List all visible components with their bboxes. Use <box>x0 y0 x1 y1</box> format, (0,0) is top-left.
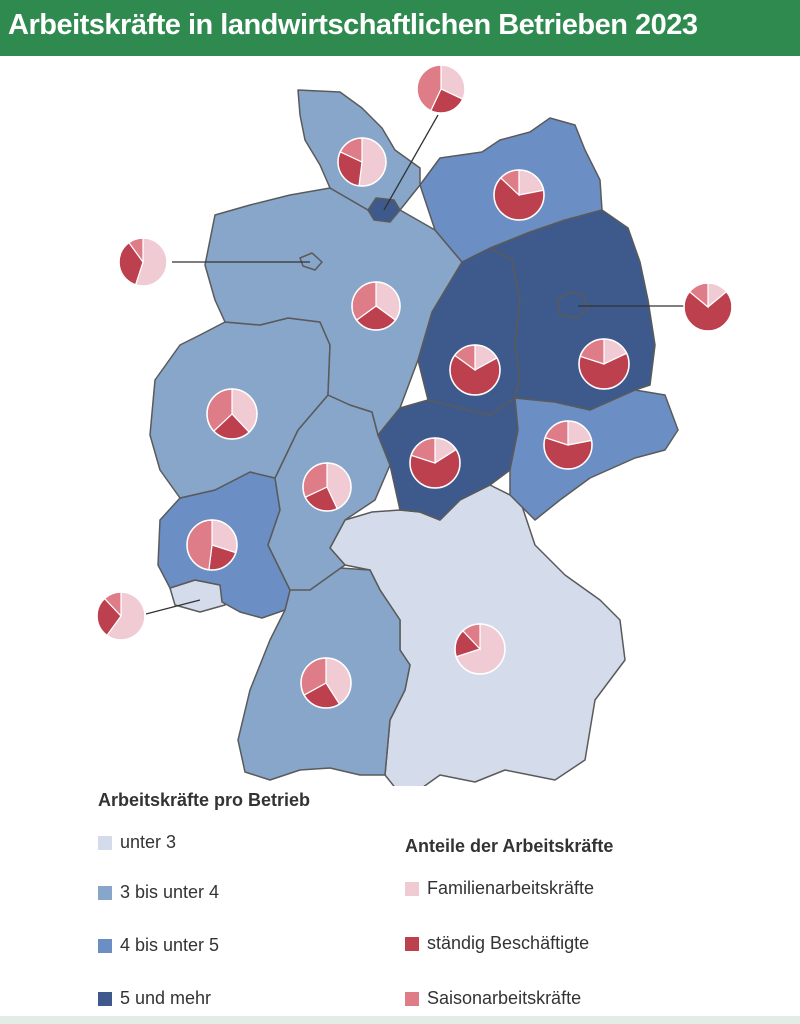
pie-outline-hessen <box>302 462 352 512</box>
legend-label: Familienarbeitskräfte <box>427 878 595 898</box>
leader-line-hamburg <box>383 114 439 211</box>
legend-classes-title: Arbeitskräfte pro Betrieb <box>98 790 311 810</box>
pie-outline-thueringen <box>409 437 461 489</box>
pie-berlin <box>683 282 733 332</box>
pie-mecklenburg-vorpommern <box>493 169 545 221</box>
pie-sachsen <box>543 420 593 470</box>
region-bremen <box>299 252 323 271</box>
pie-niedersachsen <box>351 281 401 331</box>
region-niedersachsen <box>204 187 463 436</box>
pie-thueringen <box>409 437 461 489</box>
germany-map <box>96 64 733 786</box>
pie-outline-sachsen-anhalt <box>449 344 501 396</box>
title-bar: Arbeitskräfte in landwirtschaftlichen Be… <box>0 0 800 56</box>
pie-sachsen-anhalt <box>449 344 501 396</box>
bottom-strip <box>0 1016 800 1024</box>
legend-label: 3 bis unter 4 <box>120 882 220 902</box>
pie-outline-sachsen <box>543 420 593 470</box>
pie-baden-wuerttemberg <box>300 657 352 709</box>
pie-outline-brandenburg <box>578 338 630 390</box>
pie-schleswig-holstein <box>337 137 387 187</box>
legend-shares-title: Anteile der Arbeitskräfte <box>405 836 614 856</box>
legend-label: unter 3 <box>120 832 177 852</box>
legend-label: 4 bis unter 5 <box>120 935 220 955</box>
page-title: Arbeitskräfte in landwirtschaftlichen Be… <box>8 9 698 41</box>
pie-brandenburg <box>578 338 630 390</box>
legend-swatch <box>98 939 112 953</box>
legend-swatch <box>98 886 112 900</box>
legend-swatch <box>405 992 419 1006</box>
leader-line-saarland <box>145 599 201 615</box>
pie-bayern <box>454 623 506 675</box>
pie-rheinland-pfalz <box>186 519 238 571</box>
pie-outline-nordrhein-westfalen <box>206 388 258 440</box>
pie-saarland <box>96 591 146 641</box>
pie-outline-mecklenburg-vorpommern <box>493 169 545 221</box>
pie-nordrhein-westfalen <box>206 388 258 440</box>
region-berlin <box>556 291 589 319</box>
pie-outline-saarland <box>96 591 146 641</box>
legend-label: Saisonarbeitskräfte <box>427 988 582 1008</box>
pie-outline-bayern <box>454 623 506 675</box>
pie-outline-berlin <box>683 282 733 332</box>
legend-label: ständig Beschäftigte <box>427 933 590 953</box>
pie-outline-niedersachsen <box>351 281 401 331</box>
legend-swatch <box>405 937 419 951</box>
legend-swatch <box>98 836 112 850</box>
pie-outline-baden-wuerttemberg <box>300 657 352 709</box>
legend-swatch <box>405 882 419 896</box>
pie-outline-rheinland-pfalz <box>186 519 238 571</box>
region-sachsen <box>509 389 679 521</box>
pie-hessen <box>302 462 352 512</box>
pie-outline-schleswig-holstein <box>337 137 387 187</box>
pie-bremen <box>118 237 168 287</box>
legend-swatch <box>98 992 112 1006</box>
legend-label: 5 und mehr <box>120 988 212 1008</box>
pie-outline-hamburg <box>416 64 466 114</box>
pie-outline-bremen <box>118 237 168 287</box>
pie-hamburg <box>416 64 466 114</box>
